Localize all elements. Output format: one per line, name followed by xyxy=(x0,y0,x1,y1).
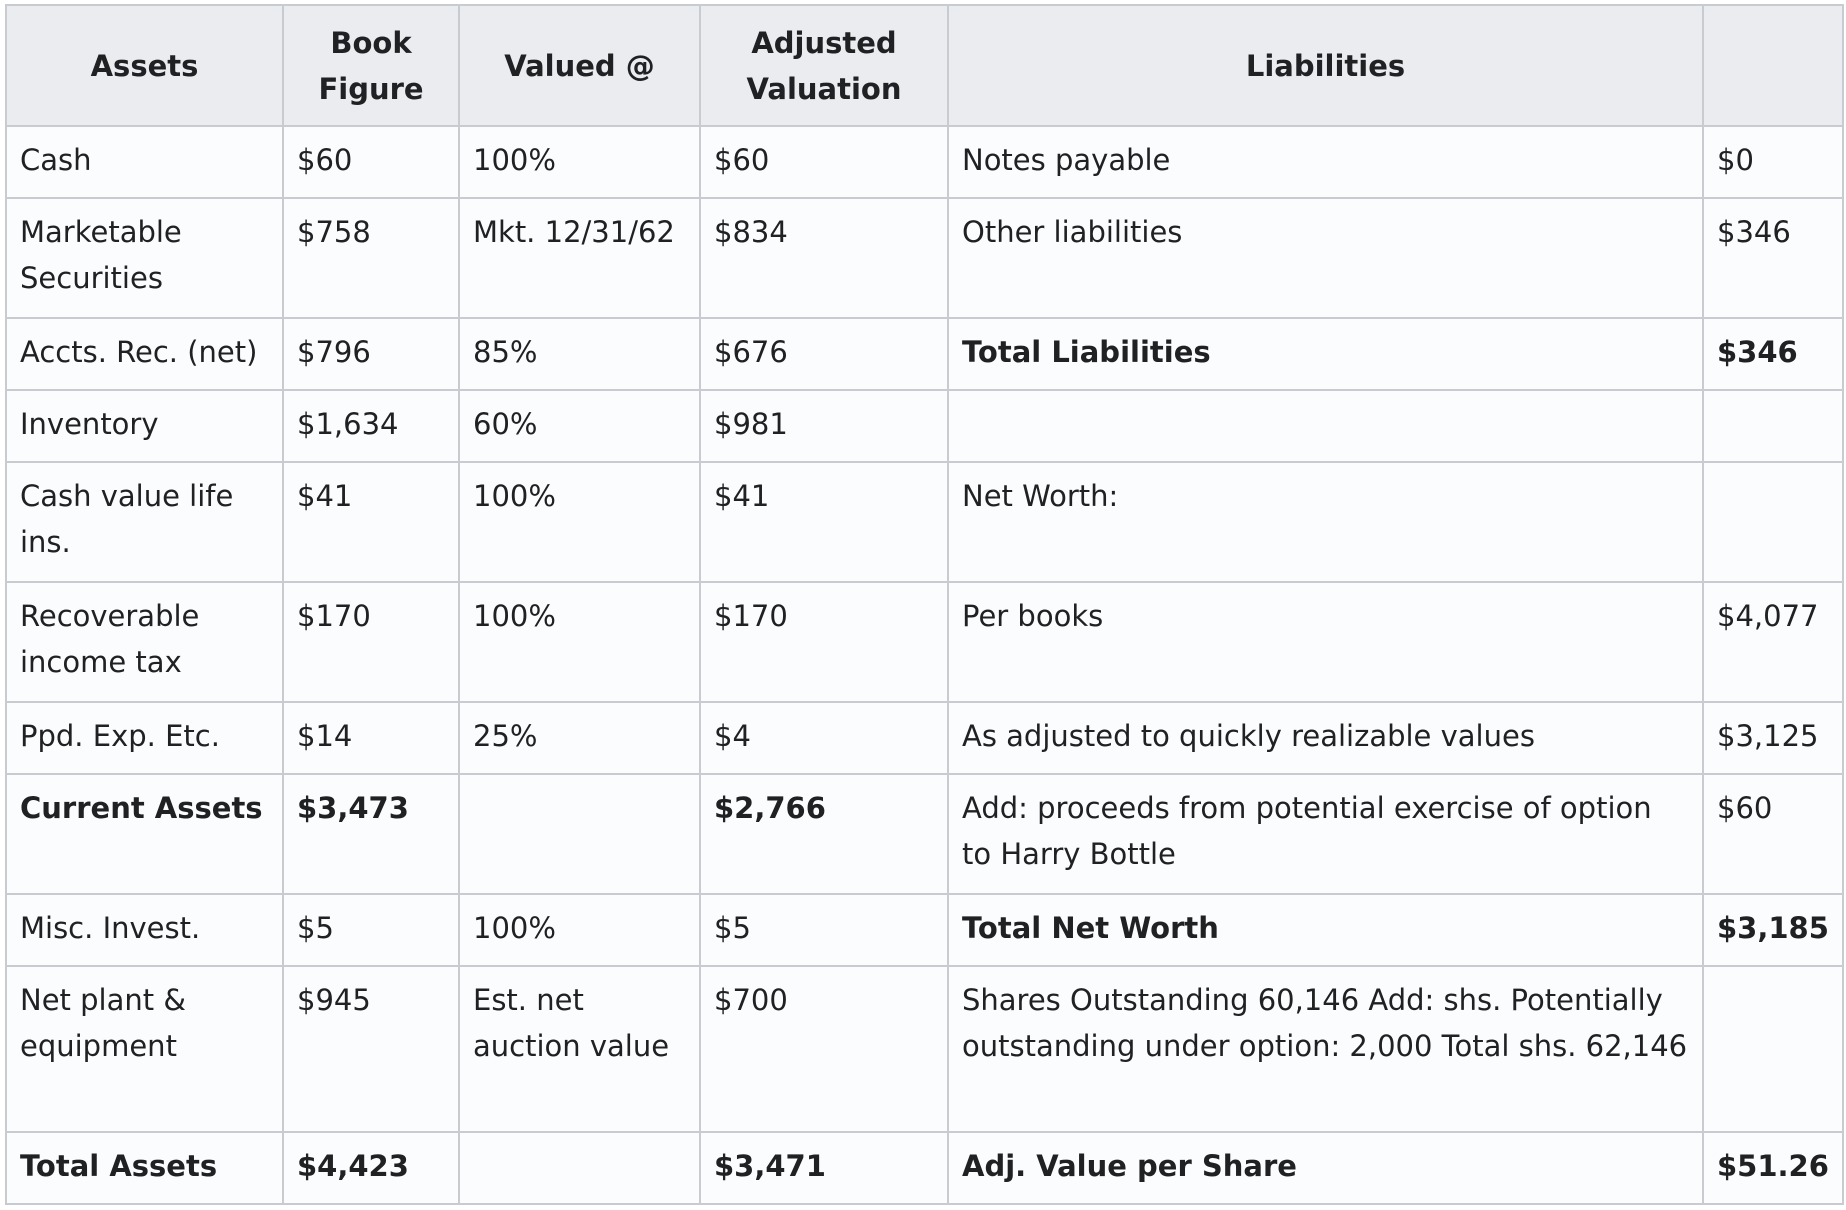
table-row-inventory: Inventory $1,634 60% $981 xyxy=(5,389,1844,463)
table-row-cash: Cash $60 100% $60 Notes payable $0 xyxy=(5,125,1844,199)
table-row-ppd-exp: Ppd. Exp. Etc. $14 25% $4 As adjusted to… xyxy=(5,701,1844,775)
adjusted-cell: $700 xyxy=(699,965,949,1133)
total-liabilities-label: Total Liabilities xyxy=(947,317,1704,391)
book-figure-cell: $758 xyxy=(282,197,460,319)
adjusted-cell: $60 xyxy=(699,125,949,199)
book-figure-cell: $796 xyxy=(282,317,460,391)
adj-value-per-share-label: Adj. Value per Share xyxy=(947,1131,1704,1205)
amount-cell: $3,125 xyxy=(1702,701,1844,775)
total-net-worth-label: Total Net Worth xyxy=(947,893,1704,967)
header-book-figure: Book Figure xyxy=(282,4,460,127)
table-row-net-plant: Net plant & equipment $945 Est. net auct… xyxy=(5,965,1844,1133)
liability-cell: As adjusted to quickly realizable values xyxy=(947,701,1704,775)
valued-at-cell xyxy=(458,1131,701,1205)
total-assets-book: $4,423 xyxy=(282,1131,460,1205)
valued-at-cell: 60% xyxy=(458,389,701,463)
liability-cell: Per books xyxy=(947,581,1704,703)
adjusted-cell: $41 xyxy=(699,461,949,583)
amount-cell xyxy=(1702,461,1844,583)
table-row-total-assets: Total Assets $4,423 $3,471 Adj. Value pe… xyxy=(5,1131,1844,1205)
asset-cell: Marketable Securities xyxy=(5,197,284,319)
balance-sheet-table: Assets Book Figure Valued @ Adjusted Val… xyxy=(5,4,1844,1205)
header-amount xyxy=(1702,4,1844,127)
total-assets-adjusted: $3,471 xyxy=(699,1131,949,1205)
valued-at-cell xyxy=(458,773,701,895)
adjusted-cell: $5 xyxy=(699,893,949,967)
amount-cell: $4,077 xyxy=(1702,581,1844,703)
current-assets-adjusted: $2,766 xyxy=(699,773,949,895)
asset-cell: Accts. Rec. (net) xyxy=(5,317,284,391)
liability-cell: Shares Outstanding 60,146 Add: shs. Pote… xyxy=(947,965,1704,1133)
header-assets: Assets xyxy=(5,4,284,127)
liability-cell: Net Worth: xyxy=(947,461,1704,583)
amount-cell: $0 xyxy=(1702,125,1844,199)
book-figure-cell: $41 xyxy=(282,461,460,583)
table-row-accts-rec: Accts. Rec. (net) $796 85% $676 Total Li… xyxy=(5,317,1844,391)
adjusted-cell: $4 xyxy=(699,701,949,775)
adj-value-per-share-amount: $51.26 xyxy=(1702,1131,1844,1205)
asset-cell: Misc. Invest. xyxy=(5,893,284,967)
valued-at-cell: 100% xyxy=(458,125,701,199)
valued-at-cell: 85% xyxy=(458,317,701,391)
liability-cell xyxy=(947,389,1704,463)
asset-cell: Net plant & equipment xyxy=(5,965,284,1133)
total-assets-label: Total Assets xyxy=(5,1131,284,1205)
total-net-worth-amount: $3,185 xyxy=(1702,893,1844,967)
valued-at-cell: Mkt. 12/31/62 xyxy=(458,197,701,319)
liability-cell: Notes payable xyxy=(947,125,1704,199)
book-figure-cell: $1,634 xyxy=(282,389,460,463)
header-adjusted-valuation: Adjusted Valuation xyxy=(699,4,949,127)
adjusted-cell: $170 xyxy=(699,581,949,703)
adjusted-cell: $676 xyxy=(699,317,949,391)
book-figure-cell: $170 xyxy=(282,581,460,703)
book-figure-cell: $14 xyxy=(282,701,460,775)
table-row-cash-value-life-ins: Cash value life ins. $41 100% $41 Net Wo… xyxy=(5,461,1844,583)
valued-at-cell: 100% xyxy=(458,581,701,703)
asset-cell: Cash xyxy=(5,125,284,199)
valued-at-cell: Est. net auction value xyxy=(458,965,701,1133)
header-liabilities: Liabilities xyxy=(947,4,1704,127)
liability-cell: Other liabilities xyxy=(947,197,1704,319)
asset-cell: Inventory xyxy=(5,389,284,463)
adjusted-cell: $834 xyxy=(699,197,949,319)
current-assets-book: $3,473 xyxy=(282,773,460,895)
valued-at-cell: 100% xyxy=(458,461,701,583)
valued-at-cell: 100% xyxy=(458,893,701,967)
header-valued-at: Valued @ xyxy=(458,4,701,127)
amount-cell xyxy=(1702,389,1844,463)
total-liabilities-amount: $346 xyxy=(1702,317,1844,391)
table-row-misc-invest: Misc. Invest. $5 100% $5 Total Net Worth… xyxy=(5,893,1844,967)
adjusted-cell: $981 xyxy=(699,389,949,463)
current-assets-label: Current Assets xyxy=(5,773,284,895)
valued-at-cell: 25% xyxy=(458,701,701,775)
asset-cell: Ppd. Exp. Etc. xyxy=(5,701,284,775)
amount-cell xyxy=(1702,965,1844,1133)
table-row-marketable-securities: Marketable Securities $758 Mkt. 12/31/62… xyxy=(5,197,1844,319)
table-row-recoverable-income-tax: Recoverable income tax $170 100% $170 Pe… xyxy=(5,581,1844,703)
asset-cell: Recoverable income tax xyxy=(5,581,284,703)
header-row: Assets Book Figure Valued @ Adjusted Val… xyxy=(5,4,1844,127)
book-figure-cell: $5 xyxy=(282,893,460,967)
amount-cell: $346 xyxy=(1702,197,1844,319)
liability-cell: Add: proceeds from potential exercise of… xyxy=(947,773,1704,895)
asset-cell: Cash value life ins. xyxy=(5,461,284,583)
book-figure-cell: $60 xyxy=(282,125,460,199)
book-figure-cell: $945 xyxy=(282,965,460,1133)
amount-cell: $60 xyxy=(1702,773,1844,895)
table-row-current-assets: Current Assets $3,473 $2,766 Add: procee… xyxy=(5,773,1844,895)
